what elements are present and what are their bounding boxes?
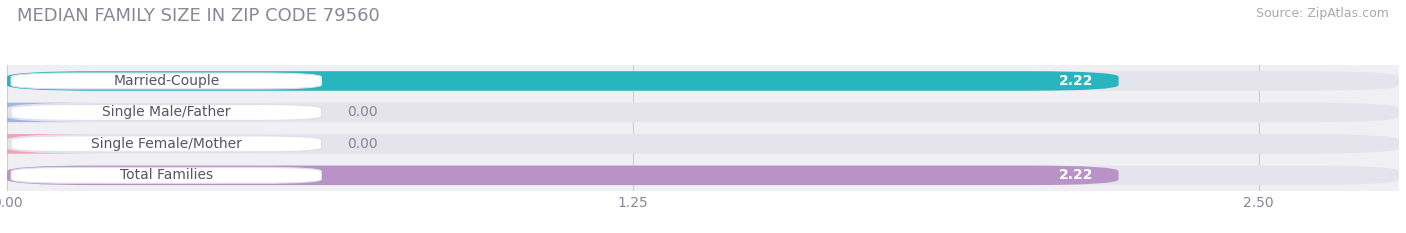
Text: 2.22: 2.22 bbox=[1059, 74, 1094, 88]
Text: Total Families: Total Families bbox=[120, 168, 212, 182]
FancyBboxPatch shape bbox=[7, 134, 1399, 154]
FancyBboxPatch shape bbox=[11, 104, 322, 120]
Text: 0.00: 0.00 bbox=[347, 137, 378, 151]
FancyBboxPatch shape bbox=[0, 103, 97, 122]
FancyBboxPatch shape bbox=[7, 71, 1399, 91]
FancyBboxPatch shape bbox=[11, 136, 322, 152]
FancyBboxPatch shape bbox=[7, 71, 1119, 91]
Text: MEDIAN FAMILY SIZE IN ZIP CODE 79560: MEDIAN FAMILY SIZE IN ZIP CODE 79560 bbox=[17, 7, 380, 25]
FancyBboxPatch shape bbox=[0, 134, 97, 154]
Text: Source: ZipAtlas.com: Source: ZipAtlas.com bbox=[1256, 7, 1389, 20]
Text: Single Male/Father: Single Male/Father bbox=[103, 105, 231, 120]
FancyBboxPatch shape bbox=[7, 166, 1119, 185]
FancyBboxPatch shape bbox=[11, 73, 322, 89]
Text: 2.22: 2.22 bbox=[1059, 168, 1094, 182]
FancyBboxPatch shape bbox=[7, 103, 1399, 122]
Text: Married-Couple: Married-Couple bbox=[112, 74, 219, 88]
FancyBboxPatch shape bbox=[7, 166, 1399, 185]
Text: 0.00: 0.00 bbox=[347, 105, 378, 120]
Text: Single Female/Mother: Single Female/Mother bbox=[91, 137, 242, 151]
FancyBboxPatch shape bbox=[11, 167, 322, 183]
